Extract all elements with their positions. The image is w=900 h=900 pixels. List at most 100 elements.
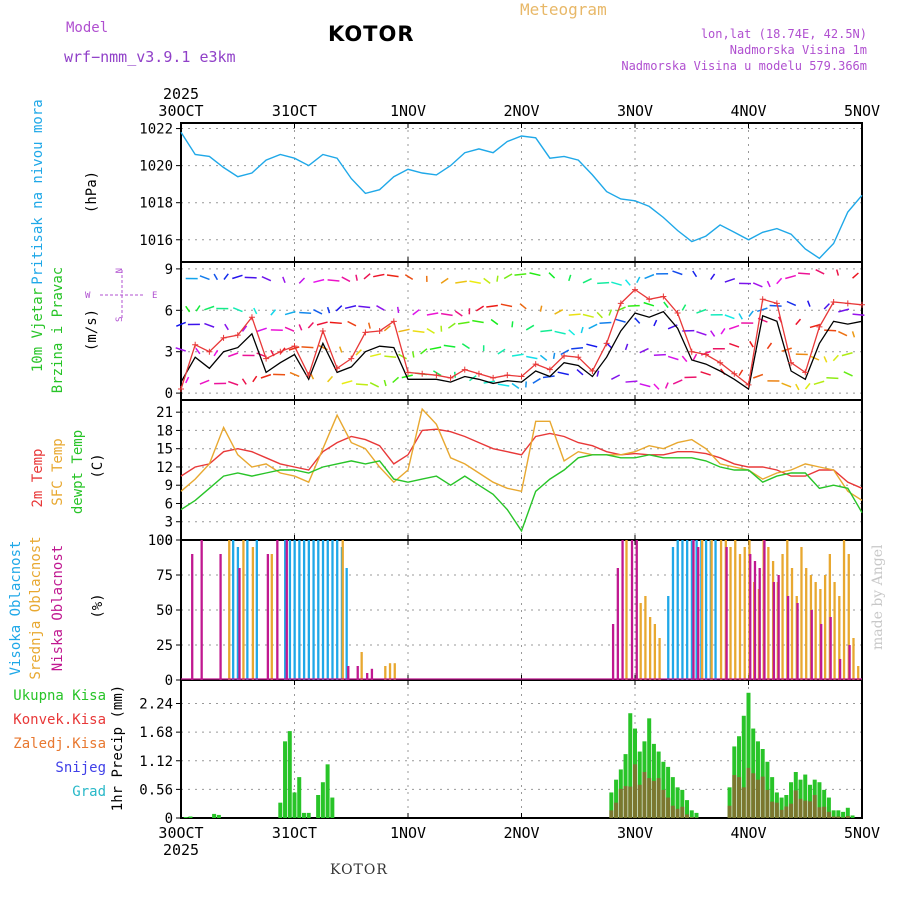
wind-gust-marker xyxy=(518,373,525,380)
precip-conv-bar xyxy=(618,788,623,818)
model-name: wrf−nmm_v3.9.1 e3km xyxy=(64,48,236,66)
precip-total-bar xyxy=(670,777,675,818)
cloud-low-bar xyxy=(725,547,728,680)
wind-arrow xyxy=(580,326,584,334)
precip-total-bar xyxy=(850,815,855,818)
wind-arrow xyxy=(204,322,215,328)
precip-total-bar xyxy=(822,789,827,818)
precip-conv-bar xyxy=(836,816,841,818)
precip-conv-bar xyxy=(770,801,775,818)
cloud-low-bar xyxy=(838,659,842,680)
top-time-label: 2NOV xyxy=(503,102,539,120)
wind-arrow xyxy=(639,347,649,354)
wind-arrow xyxy=(440,277,449,284)
cloud-low-bar xyxy=(749,554,752,680)
wind-arrow xyxy=(457,321,470,325)
wind-arrow xyxy=(176,321,187,327)
cloud-high-bar xyxy=(714,540,717,680)
cloud-low-bar xyxy=(758,568,761,680)
cloud-mid-bar xyxy=(729,547,732,680)
precip-total-bar xyxy=(278,802,283,818)
y-tick-label: 6 xyxy=(165,303,173,319)
bottom-time-label: 30OCT xyxy=(158,824,203,842)
wind-arrow xyxy=(599,321,612,325)
precip-total-bar xyxy=(694,812,699,818)
wind-arrow xyxy=(313,278,325,284)
cloud-mid-bar xyxy=(838,596,841,680)
wind-arrow xyxy=(560,349,570,356)
cloud-low-bar xyxy=(697,547,700,680)
wind-arrow xyxy=(597,281,610,285)
precip-conv-bar xyxy=(741,787,746,818)
y-tick-label: 1.12 xyxy=(139,754,173,770)
wind-arrow xyxy=(511,353,524,357)
precip-total-bar xyxy=(316,795,321,818)
cloud-low-bar xyxy=(777,575,780,680)
wind-gust-marker xyxy=(788,359,795,366)
wind-gust-marker xyxy=(263,355,270,362)
wind-arrow xyxy=(843,371,853,377)
wind-title-1: 10m Vjetar xyxy=(30,288,46,372)
wind-arrow xyxy=(568,274,572,282)
precip-total-bar xyxy=(628,713,633,818)
cloud-low-bar xyxy=(820,624,823,680)
top-time-label: 5NOV xyxy=(844,102,880,120)
temp-dewpt-line xyxy=(180,454,863,533)
temp-2m-title: 2m Temp xyxy=(30,448,46,507)
precip-total-bar xyxy=(614,779,619,818)
cloud-high-bar xyxy=(236,547,240,680)
wind-arrow xyxy=(627,304,640,307)
wind-arrow xyxy=(785,274,796,280)
cloud-mid-bar xyxy=(653,624,657,680)
cloud-mid-bar xyxy=(833,582,836,680)
wind-arrow xyxy=(497,383,510,387)
wind-arrow xyxy=(420,348,428,355)
cloud-mid-bar xyxy=(800,547,803,680)
precip-conv-bar xyxy=(841,817,846,818)
precip-total-bar xyxy=(826,797,831,818)
wind-arrow xyxy=(552,352,556,360)
precip-conv-bar xyxy=(656,778,661,818)
wind-arrow xyxy=(213,349,219,357)
precip-conv-bar xyxy=(675,808,680,818)
wind-arrow xyxy=(195,305,201,312)
wind-arrow xyxy=(532,377,541,384)
wind-gust-marker xyxy=(575,354,582,361)
precip-conv-bar xyxy=(694,817,699,818)
cloud-low-bar xyxy=(616,568,619,680)
wind-arrow xyxy=(411,351,415,358)
precip-total-bar xyxy=(301,812,306,818)
wind-arrow xyxy=(213,273,219,281)
top-time-label: 30OCT xyxy=(158,102,203,120)
wind-arrow xyxy=(355,349,362,356)
wind-arrow xyxy=(672,270,683,276)
wind-arrow xyxy=(841,352,853,357)
cloud-low-bar xyxy=(635,540,638,680)
cloud-high-bar xyxy=(255,540,258,680)
cloud-high-bar xyxy=(284,540,287,680)
wind-arrow xyxy=(496,275,499,282)
wind-arrow xyxy=(253,307,258,315)
wind-arrow xyxy=(614,318,626,323)
precip-conv-bar xyxy=(689,817,694,818)
y-tick-label: 0 xyxy=(165,386,173,402)
wind-arrow xyxy=(429,346,442,351)
wind-arrow xyxy=(483,277,491,284)
precip-conv-bar xyxy=(793,790,798,818)
wind-arrow xyxy=(298,277,306,284)
altitude-label: Nadmorska Visina 1m xyxy=(729,43,867,57)
wind-arrow xyxy=(826,377,839,380)
wind-gust-marker xyxy=(192,341,199,348)
cloud-high-bar xyxy=(307,540,310,680)
cloud-mid-bar xyxy=(852,638,855,680)
wind-arrow xyxy=(664,382,669,389)
precip-conv-bar xyxy=(779,809,784,818)
wind-gust-marker xyxy=(447,374,454,381)
wind-arrow xyxy=(596,370,600,377)
wind-gust-marker xyxy=(362,329,369,336)
cloud-mid-bar xyxy=(823,575,827,680)
wind-arrow xyxy=(710,330,716,337)
wind-arrow xyxy=(228,352,239,358)
wind-gust-marker xyxy=(348,355,355,362)
cloud-mid-bar xyxy=(251,547,255,680)
